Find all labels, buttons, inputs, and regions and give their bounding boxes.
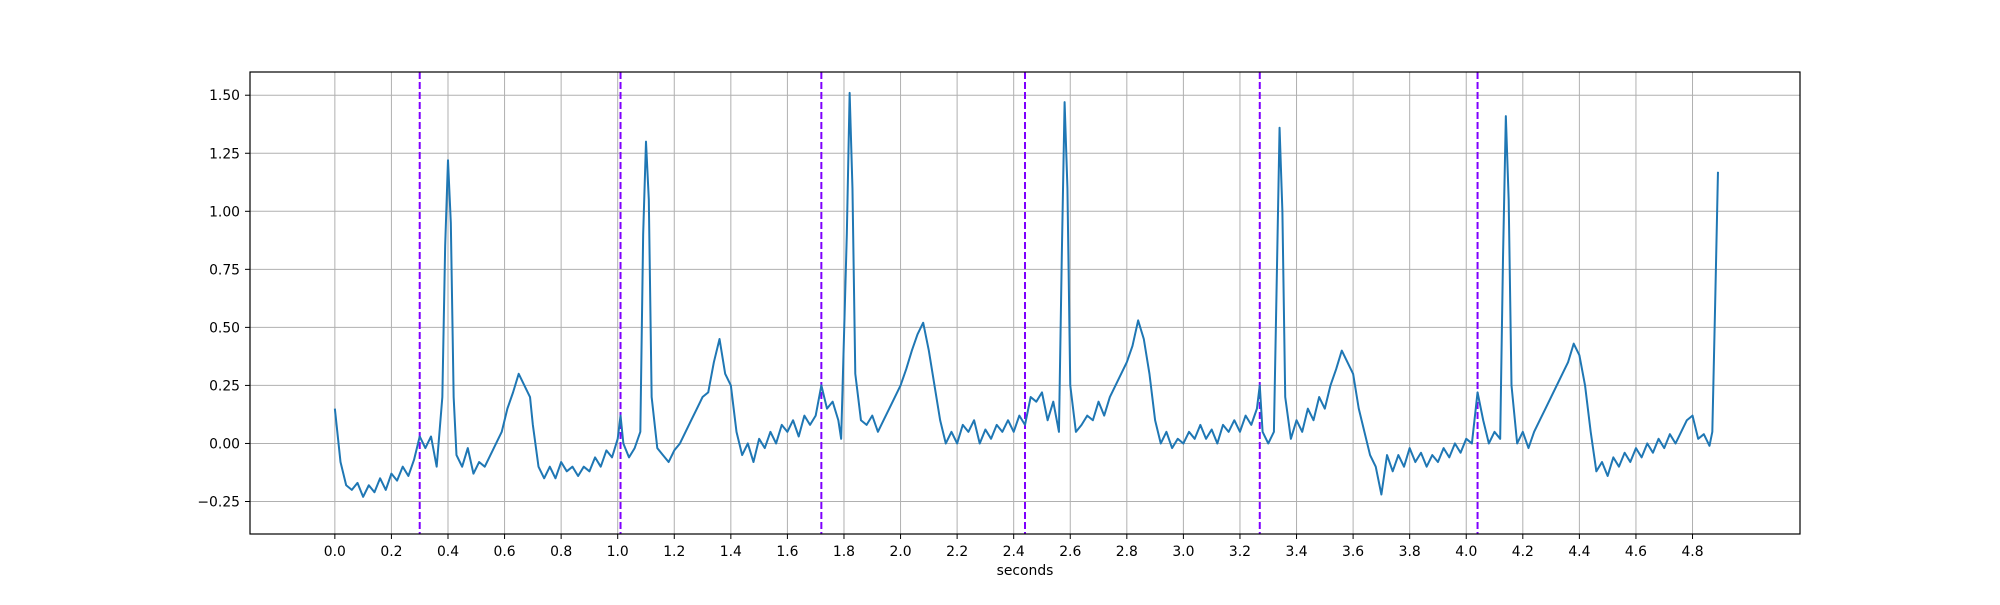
plot-frame (249, 71, 1801, 535)
x-tick-label: 1.4 (720, 544, 742, 560)
x-tick-label: 2.4 (1003, 544, 1025, 560)
x-tick-label: 0.8 (550, 544, 572, 560)
x-tick-label: 2.8 (1116, 544, 1138, 560)
x-axis-label: seconds (997, 563, 1054, 579)
x-tick-label: 4.6 (1625, 544, 1647, 560)
x-tick-label: 1.0 (607, 544, 629, 560)
y-tick-label: −0.25 (197, 494, 240, 510)
x-tick-label: 1.2 (663, 544, 685, 560)
y-tick-label: 0.50 (209, 320, 240, 336)
tick-layer: 0.0 0.2 0.4 0.6 0.8 1.0 1.2 1.4 1.6 1.8 2.0 2.2 2.4 2… (197, 88, 1703, 560)
x-tick-label: 2.2 (946, 544, 968, 560)
x-tick-label: 0.0 (324, 544, 346, 560)
y-tick-label: 0.00 (209, 436, 240, 452)
y-tick-label: 1.50 (209, 88, 240, 104)
x-tick-label: 4.2 (1512, 544, 1534, 560)
x-tick-label: 0.2 (380, 544, 402, 560)
x-tick-label: 3.0 (1172, 544, 1194, 560)
x-tick-label: 4.0 (1455, 544, 1477, 560)
x-tick-label: 3.6 (1342, 544, 1364, 560)
y-tick-label: 1.25 (209, 146, 240, 162)
x-tick-label: 1.8 (833, 544, 855, 560)
marker-layer (418, 72, 1479, 534)
x-tick-label: 3.8 (1399, 544, 1421, 560)
x-tick-label: 4.4 (1568, 544, 1590, 560)
grid-layer (250, 72, 1800, 534)
series-line (333, 91, 1719, 498)
x-tick-label: 3.4 (1285, 544, 1307, 560)
y-tick-label: 1.00 (209, 204, 240, 220)
series-layer (333, 91, 1719, 498)
x-tick-label: 4.8 (1681, 544, 1703, 560)
x-tick-label: 0.6 (494, 544, 516, 560)
x-tick-label: 0.4 (437, 544, 459, 560)
y-tick-label: 0.25 (209, 378, 240, 394)
x-tick-label: 3.2 (1229, 544, 1251, 560)
x-tick-label: 2.0 (890, 544, 912, 560)
y-tick-label: 0.75 (209, 262, 240, 278)
x-tick-label: 1.6 (776, 544, 798, 560)
x-tick-label: 2.6 (1059, 544, 1081, 560)
